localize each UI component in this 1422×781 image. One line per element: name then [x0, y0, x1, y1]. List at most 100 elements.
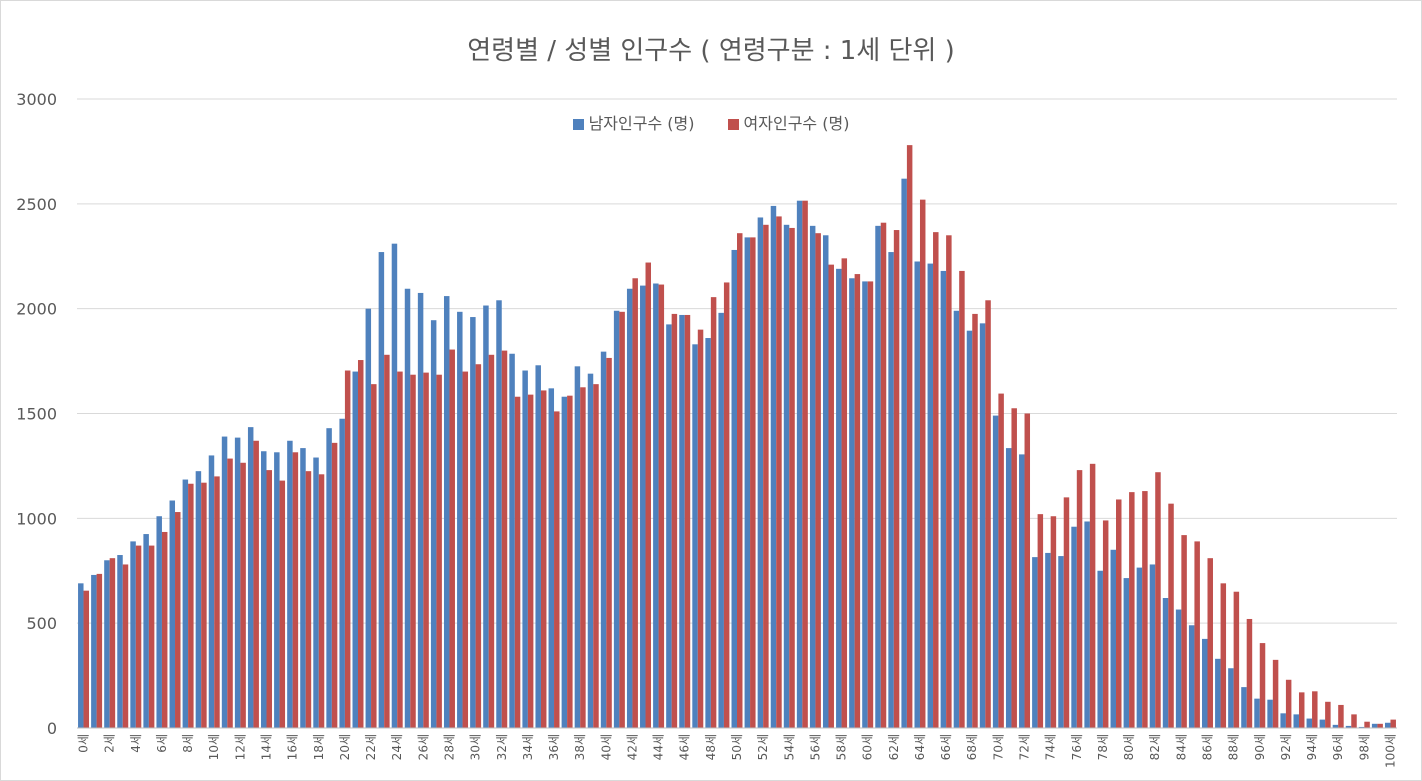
- bar-male: [91, 574, 97, 728]
- bar-female: [214, 476, 220, 728]
- y-tick-label: 500: [26, 614, 57, 633]
- bar-female: [1390, 719, 1396, 728]
- bar-male: [365, 308, 372, 728]
- bar-male: [613, 310, 620, 728]
- bar-female: [841, 258, 848, 728]
- x-tick-label: 24세: [390, 734, 404, 760]
- bar-male: [208, 455, 215, 728]
- x-tick-label: 34세: [521, 734, 535, 760]
- bar-female: [266, 470, 272, 728]
- bar-male: [287, 440, 293, 728]
- bar-male: [966, 330, 973, 728]
- bar-male: [770, 205, 777, 728]
- bar-male: [796, 200, 803, 728]
- bar-male: [809, 225, 816, 728]
- bar-female: [357, 360, 364, 728]
- bar-male: [1345, 725, 1352, 728]
- x-tick-label: 84세: [1174, 734, 1188, 760]
- legend-item-male: 남자인구수 (명): [572, 110, 694, 134]
- bar-male: [705, 338, 711, 728]
- bar-female: [1259, 643, 1266, 728]
- x-tick-label: 6세: [155, 734, 169, 753]
- x-tick-label: 86세: [1200, 734, 1214, 760]
- bar-male: [234, 437, 241, 728]
- bar-female: [658, 284, 665, 728]
- bar-male: [326, 428, 332, 728]
- bar-male: [470, 317, 476, 728]
- bar-female: [1207, 558, 1213, 728]
- bar-male: [914, 261, 920, 728]
- bar-female: [331, 442, 338, 728]
- bar-female: [1011, 408, 1017, 728]
- bar-male: [587, 373, 594, 728]
- bar-male: [1280, 713, 1286, 728]
- bar-female: [972, 313, 978, 728]
- bar-male: [849, 278, 855, 728]
- bar-female: [933, 232, 939, 728]
- bar-female: [318, 474, 325, 728]
- bar-male: [1241, 687, 1247, 728]
- bar-female: [697, 329, 704, 728]
- bar-female: [580, 387, 586, 728]
- bar-female: [1220, 583, 1227, 728]
- bar-male: [391, 243, 398, 729]
- bar-male: [600, 351, 607, 728]
- y-tick-label: 2000: [16, 300, 57, 319]
- bar-female: [789, 227, 795, 728]
- bar-male: [992, 415, 999, 728]
- y-tick-label: 2500: [16, 195, 57, 214]
- x-tick-label: 48세: [704, 734, 718, 760]
- bar-male: [104, 560, 110, 728]
- legend-swatch-female: [727, 119, 739, 130]
- bar-male: [274, 452, 280, 728]
- bar-female: [919, 199, 926, 728]
- bar-male: [483, 305, 489, 728]
- x-tick-label: 46세: [678, 734, 692, 760]
- x-tick-label: 42세: [625, 734, 639, 760]
- bar-female: [1142, 491, 1148, 728]
- x-tick-label: 28세: [442, 734, 456, 760]
- bar-female: [1076, 470, 1083, 728]
- x-axis: 0세 2세 4세 6세 8세 10세 12세 14세 16세 18세 20세 22세 24세 26세 28세…: [77, 727, 1397, 768]
- bar-male: [339, 418, 345, 728]
- bar-male: [522, 370, 528, 728]
- bar-male: [1384, 722, 1391, 728]
- bar-male: [1175, 609, 1182, 728]
- bar-male: [548, 388, 555, 728]
- x-tick-label: 56세: [808, 734, 822, 760]
- bar-female: [201, 482, 207, 728]
- bar-female: [109, 558, 116, 728]
- x-tick-label: 0세: [77, 734, 91, 753]
- bar-male: [679, 314, 685, 728]
- bar-male: [221, 436, 228, 728]
- bar-male: [574, 366, 581, 728]
- bar-male: [1358, 726, 1365, 728]
- x-tick-label: 22세: [364, 734, 378, 760]
- bar-female: [1037, 514, 1044, 728]
- x-tick-label: 98세: [1357, 734, 1371, 760]
- bar-female: [1155, 472, 1161, 728]
- bar-male: [561, 396, 568, 728]
- bar-male: [1097, 570, 1103, 728]
- y-tick-label: 1500: [16, 405, 57, 424]
- bar-female: [449, 349, 455, 728]
- bar-female: [423, 372, 429, 728]
- bar-female: [1129, 492, 1135, 728]
- bar-male: [182, 479, 189, 728]
- bar-male: [901, 178, 907, 728]
- x-tick-label: 68세: [965, 734, 979, 760]
- x-tick-label: 4세: [129, 734, 143, 753]
- bar-female: [175, 512, 181, 728]
- bar-female: [371, 384, 377, 728]
- bar-female: [737, 233, 743, 729]
- bar-female: [1233, 591, 1240, 728]
- bar-male: [143, 534, 149, 728]
- bar-female: [1116, 499, 1122, 728]
- bar-male: [692, 344, 698, 728]
- bar-male: [195, 471, 202, 728]
- bar-female: [83, 590, 90, 728]
- bar-male: [1306, 718, 1313, 728]
- bar-female: [815, 233, 821, 729]
- bar-female: [710, 297, 717, 728]
- bar-female: [462, 371, 469, 728]
